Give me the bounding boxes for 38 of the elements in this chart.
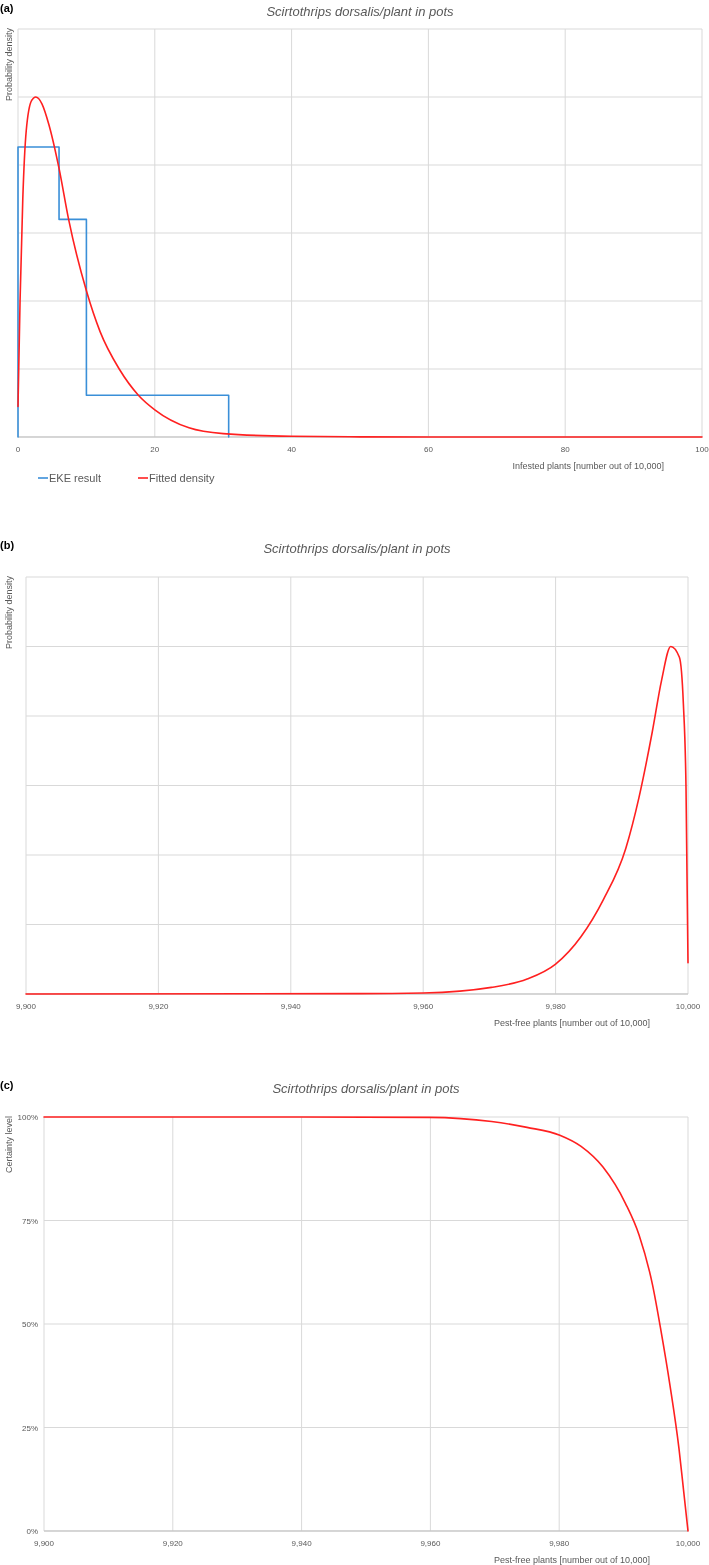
- chart-title: Scirtothrips dorsalis/plant in pots: [272, 1081, 461, 1096]
- x-tick-label: 100: [695, 445, 709, 454]
- x-tick-label: 9,920: [162, 1539, 184, 1548]
- text: (c): [0, 1079, 14, 1091]
- x-tick-label: 10,000: [675, 1002, 701, 1011]
- x-tick-label: 9,980: [545, 1002, 567, 1011]
- x-tick-label: 9,940: [291, 1539, 313, 1548]
- x-tick-label: 9,940: [280, 1002, 302, 1011]
- text: (b): [0, 539, 15, 551]
- x-tick-label: 9,980: [549, 1539, 570, 1548]
- x-tick-label: 80: [560, 445, 571, 454]
- x-tick-label: 9,920: [148, 1002, 169, 1011]
- y-tick-label: 25%: [21, 1423, 38, 1433]
- y-axis-title: Probability density: [4, 27, 14, 102]
- chart-title: Scirtothrips dorsalis/plant in pots: [266, 4, 455, 19]
- text: (a): [0, 2, 14, 14]
- x-tick-label: 9,960: [413, 1002, 434, 1011]
- y-axis-title: Certainty level: [4, 1116, 14, 1174]
- x-tick-label: 9,900: [33, 1539, 55, 1548]
- x-tick-label: 0: [15, 445, 21, 454]
- x-axis-title: Pest-free plants [number out of 10,000]: [493, 1018, 650, 1028]
- y-tick-label: 0%: [26, 1527, 38, 1536]
- y-tick-label: 75%: [21, 1216, 38, 1226]
- x-tick-label: 9,900: [15, 1002, 37, 1011]
- chart-title: Scirtothrips dorsalis/plant in pots: [263, 541, 452, 556]
- x-tick-label: 9,960: [420, 1539, 441, 1548]
- x-tick-label: 40: [287, 445, 297, 454]
- legend-label: EKE result: [49, 472, 101, 484]
- x-axis-title: Infested plants [number out of 10,000]: [512, 461, 664, 471]
- legend-label: Fitted density: [149, 472, 215, 484]
- x-tick-label: 10,000: [675, 1539, 701, 1548]
- x-tick-label: 20: [150, 445, 160, 454]
- x-axis-title: Pest-free plants [number out of 10,000]: [493, 1555, 650, 1565]
- y-tick-label: 100%: [17, 1113, 38, 1122]
- y-tick-label: 50%: [21, 1320, 38, 1329]
- x-tick-label: 60: [423, 445, 434, 454]
- line-series: [43, 1116, 689, 1532]
- y-axis-title: Probability density: [4, 575, 14, 650]
